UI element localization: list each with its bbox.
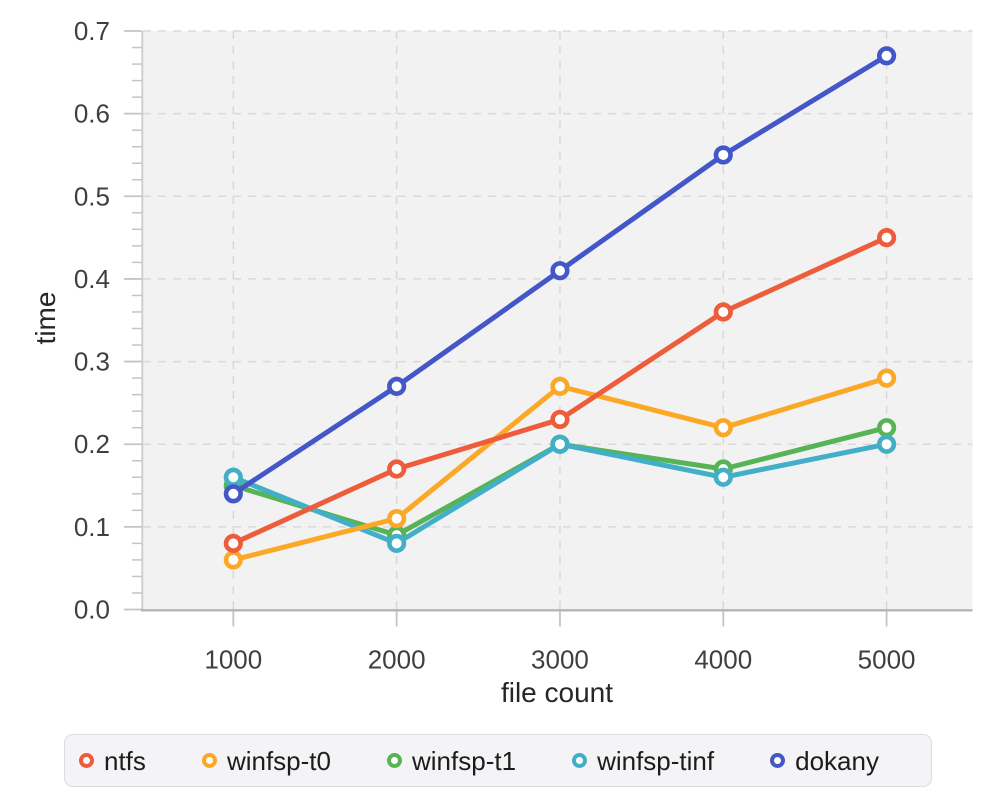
legend-label: winfsp-t1 [412,745,517,776]
y-tick-label: 0.1 [74,512,110,542]
data-point-ntfs[interactable] [876,228,897,248]
data-point-winfsp-tinf[interactable] [713,467,733,487]
y-tick-label: 0.2 [74,429,110,459]
data-point-ntfs[interactable] [713,302,733,322]
data-point-winfsp-t0[interactable] [713,418,733,438]
x-axis-label: file count [500,677,614,708]
data-point-ntfs[interactable] [223,533,243,553]
data-point-winfsp-tinf[interactable] [223,467,243,487]
x-tick-label: 1000 [204,645,262,675]
data-point-winfsp-t0[interactable] [387,508,407,529]
legend-item-ntfs[interactable]: ntfs [79,748,146,774]
y-tick-label: 0.5 [74,181,110,211]
data-point-dokany[interactable] [713,145,733,165]
y-tick-label: 0.6 [74,99,110,129]
legend-marker-icon [770,753,786,768]
x-tick-label: 4000 [694,645,752,675]
legend-item-winfsp-tinf[interactable]: winfsp-tinf [572,748,714,774]
y-tick-label: 0.4 [74,264,110,294]
y-tick-label: 0.0 [74,595,110,625]
y-tick-label: 0.3 [74,347,110,377]
plot-area[interactable] [143,31,973,611]
data-point-winfsp-t0[interactable] [223,550,243,570]
legend-label: ntfs [104,745,146,776]
chart-legend: ntfs winfsp-t0 winfsp-t1 winfsp-tinf dokany [64,734,932,787]
data-point-dokany[interactable] [876,46,897,66]
x-tick-label: 3000 [531,645,589,675]
x-tick-label: 2000 [368,645,426,675]
data-point-winfsp-tinf[interactable] [550,434,570,454]
legend-marker-icon [201,753,217,768]
legend-item-winfsp-t0[interactable]: winfsp-t0 [201,745,331,776]
legend-marker-icon [387,753,402,768]
legend-label: winfsp-t0 [226,745,331,776]
data-point-dokany[interactable] [387,376,407,396]
legend-item-winfsp-t1[interactable]: winfsp-t1 [387,748,516,774]
data-point-ntfs[interactable] [550,409,570,430]
y-axis-label: time [30,291,61,345]
data-point-winfsp-t1[interactable] [876,418,897,438]
y-tick-label: 0.7 [74,16,110,46]
data-point-ntfs[interactable] [387,459,407,479]
data-point-dokany[interactable] [223,484,243,504]
data-point-dokany[interactable] [550,261,570,281]
data-point-winfsp-tinf[interactable] [387,533,407,553]
legend-label: dokany [795,745,879,776]
legend-marker-icon [79,753,94,768]
legend-label: winfsp-tinf [597,745,715,776]
legend-marker-icon [572,753,588,768]
data-point-winfsp-t0[interactable] [876,368,897,388]
x-tick-label: 5000 [858,645,916,675]
legend-item-dokany[interactable]: dokany [770,748,879,774]
data-point-winfsp-t0[interactable] [550,376,570,396]
data-point-winfsp-tinf[interactable] [876,434,897,454]
chart-canvas[interactable]: 0.0 0.1 0.2 0.3 0.4 0.5 0.6 0.7 1000 2000 3000 4000… [0,0,1000,720]
